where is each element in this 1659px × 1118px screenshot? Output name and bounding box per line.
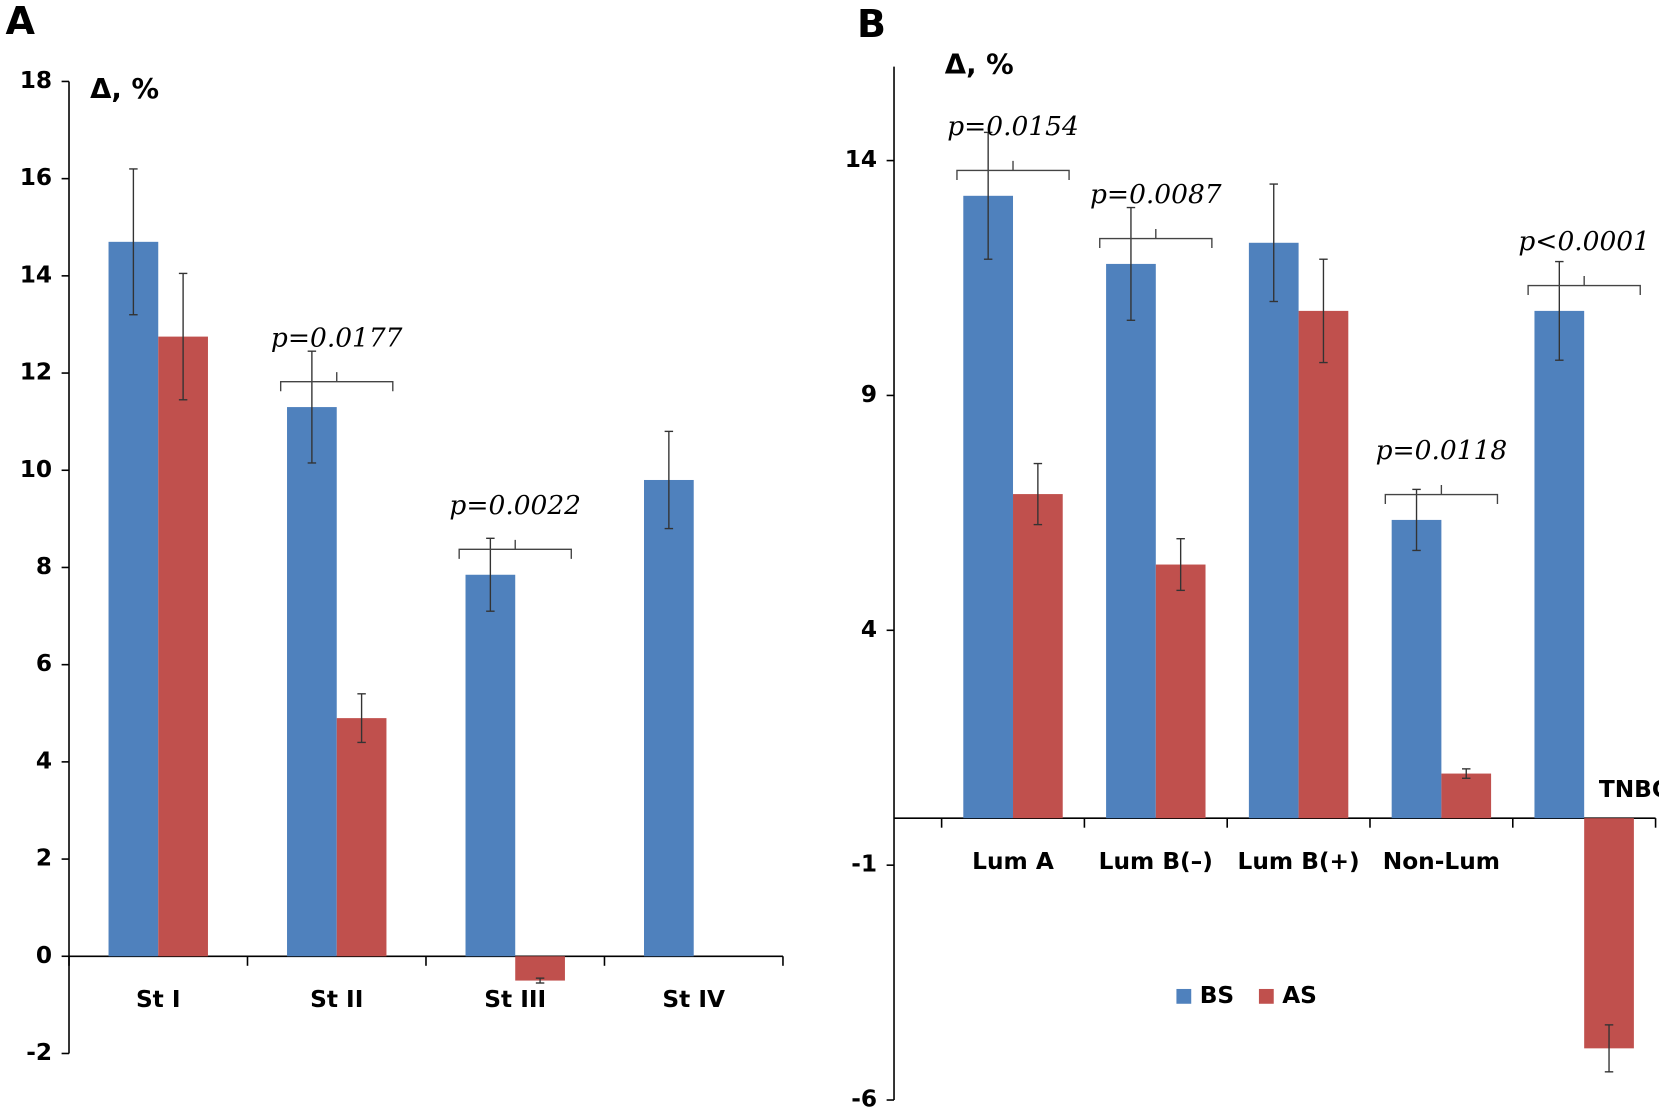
y-tick-label: 6 (36, 650, 52, 677)
x-tick-label: Lum B(+) (1238, 848, 1360, 875)
legend-swatch (1176, 988, 1192, 1004)
error-bar (178, 272, 188, 401)
bracket (458, 539, 572, 559)
error-bar (1412, 488, 1421, 552)
bar (963, 195, 1014, 819)
p-value: p<0.0001 (1518, 226, 1650, 257)
bracket (1527, 275, 1641, 296)
bar (644, 479, 694, 957)
x-tick-label: Non-Lum (1383, 848, 1500, 875)
y-tick-label: 16 (20, 164, 52, 191)
p-value: p=0.0118 (1376, 435, 1508, 466)
y-tick-label: 14 (845, 146, 877, 173)
x-tick-label: Lum A (972, 848, 1054, 875)
error-bar (983, 131, 993, 260)
bar (1106, 263, 1156, 819)
error-bar (486, 537, 495, 612)
y-axis-label: Δ, % (945, 49, 1014, 81)
y-tick-label: 10 (20, 456, 52, 483)
y-tick-label: 14 (20, 261, 52, 288)
bar (1391, 519, 1442, 819)
bracket (956, 160, 1070, 180)
panel-label: B (857, 2, 886, 46)
bar (515, 956, 565, 981)
error-bar (129, 168, 138, 316)
bar (465, 574, 516, 957)
p-value: p=0.0177 (271, 322, 403, 353)
bar (336, 718, 387, 957)
p-value: p=0.0087 (1090, 179, 1222, 210)
x-tick-label: St III (484, 986, 546, 1013)
bar (1441, 773, 1492, 819)
y-tick-label: 18 (20, 67, 52, 94)
error-bar (1555, 260, 1564, 361)
error-bar (664, 430, 674, 530)
legend-label: AS (1282, 982, 1317, 1009)
x-tick-label: TNBC (1599, 776, 1659, 803)
error-bar (1319, 258, 1328, 364)
error-bar (1126, 206, 1136, 321)
error-bar (1604, 1024, 1614, 1073)
x-tick-label: St II (310, 986, 363, 1013)
error-bar (535, 977, 545, 984)
y-tick-label: 8 (36, 553, 52, 580)
y-tick-label: 0 (36, 942, 52, 969)
p-value: p=0.0022 (449, 490, 581, 521)
bar (1298, 310, 1349, 819)
bar (1584, 818, 1634, 1049)
error-bar (357, 693, 366, 744)
x-tick-label: St IV (662, 986, 725, 1013)
x-tick-label: Lum B(–) (1099, 848, 1213, 875)
y-tick-label: 2 (36, 845, 52, 872)
y-tick-label: -6 (851, 1086, 877, 1113)
bar (108, 241, 159, 957)
y-tick-label: 9 (861, 381, 877, 408)
y-axis-label: Δ, % (90, 73, 159, 105)
x-tick-label: St I (136, 986, 181, 1013)
y-tick-label: 12 (20, 359, 52, 386)
bar (1248, 242, 1299, 819)
panel-label: A (6, 0, 36, 43)
y-tick-label: 4 (861, 616, 877, 643)
bracket (1099, 229, 1213, 249)
y-tick-label: -1 (851, 851, 877, 878)
y-tick-label: -2 (26, 1039, 52, 1066)
bar (158, 336, 208, 957)
legend-label: BS (1200, 982, 1234, 1009)
bar (1534, 310, 1585, 819)
error-bar (307, 350, 317, 464)
error-bar (1269, 183, 1278, 303)
bracket (1384, 485, 1499, 505)
error-bar (1033, 462, 1043, 526)
error-bar (1176, 538, 1185, 592)
bar (287, 407, 337, 957)
error-bar (1462, 768, 1471, 779)
legend-swatch (1258, 988, 1274, 1004)
p-value: p=0.0154 (947, 111, 1079, 142)
bracket (279, 372, 394, 392)
bar (1013, 494, 1063, 819)
y-tick-label: 4 (36, 747, 52, 774)
bar (1155, 564, 1206, 819)
